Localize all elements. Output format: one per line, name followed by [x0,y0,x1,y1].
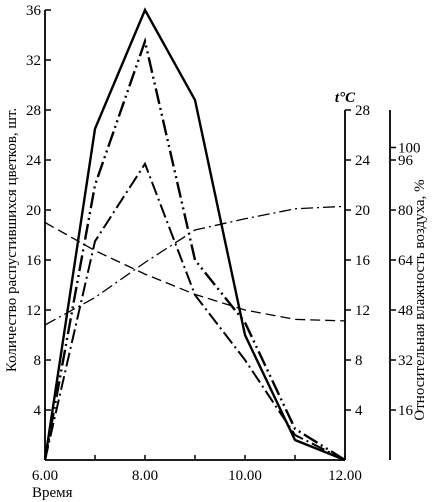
left-y-ticks: 4 8 12 16 20 24 28 32 36 [26,3,51,419]
left-tick-label: 32 [26,53,41,69]
mid-y-ticks: 4 8 12 16 20 24 28 [345,103,371,419]
left-tick-label: 4 [34,403,42,419]
left-tick-label: 28 [26,103,41,119]
left-tick-label: 12 [26,303,41,319]
right-tick-label: 80 [398,203,413,219]
series-line-4 [44,205,346,326]
mid-tick-label: 4 [355,403,363,419]
x-tick-label: 6.00 [32,468,58,484]
x-tick-label: 8.00 [132,468,158,484]
mid-tick-label: 16 [355,253,371,269]
right-tick-label: 48 [398,303,413,319]
mid-axis-title: t°C [335,90,356,106]
series-group [43,7,346,462]
mid-tick-label: 24 [355,153,371,169]
mid-tick-label: 8 [355,353,363,369]
x-tick-label: 10.00 [228,468,262,484]
right-tick-label: 100 [398,141,421,157]
right-tick-label: 16 [398,403,414,419]
left-tick-label: 20 [26,203,41,219]
right-axis-title: Относительная влажность воздуха, % [412,179,428,420]
left-tick-label: 24 [26,153,42,169]
x-tick-label: 12.00 [328,468,362,484]
series-line-2 [43,36,346,462]
left-tick-label: 36 [26,3,42,19]
right-tick-label: 64 [398,253,414,269]
series-line-3 [44,161,346,461]
mid-tick-label: 12 [355,303,370,319]
series-line-1 [43,7,346,462]
left-tick-label: 16 [26,253,42,269]
series-line-5 [44,221,346,322]
right-tick-label: 96 [398,153,414,169]
x-axis-title: Время [32,485,73,501]
left-axis-title: Количество распустившихся цветков, шт. [4,108,20,372]
mid-tick-label: 20 [355,203,370,219]
mid-tick-label: 28 [355,103,370,119]
right-tick-label: 32 [398,353,413,369]
left-tick-label: 8 [34,353,42,369]
